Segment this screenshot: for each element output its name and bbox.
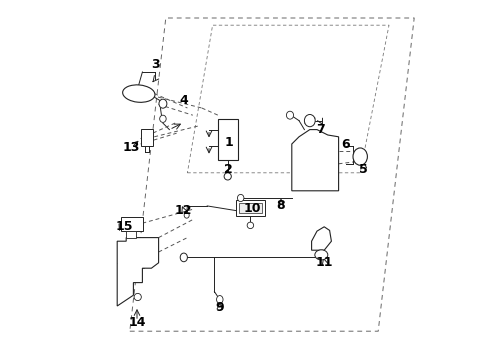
- Ellipse shape: [304, 114, 315, 127]
- Bar: [121, 217, 143, 231]
- Bar: [126, 231, 136, 238]
- Bar: [141, 129, 153, 146]
- Text: 2: 2: [224, 163, 233, 176]
- Text: 5: 5: [360, 163, 368, 176]
- Ellipse shape: [286, 111, 294, 119]
- Text: 9: 9: [216, 301, 224, 314]
- Bar: [239, 203, 262, 213]
- Text: 3: 3: [151, 58, 159, 71]
- Ellipse shape: [160, 115, 166, 122]
- Ellipse shape: [159, 99, 167, 108]
- Ellipse shape: [238, 194, 244, 202]
- Ellipse shape: [184, 212, 189, 218]
- Text: 14: 14: [128, 316, 146, 329]
- Bar: [236, 200, 265, 216]
- Polygon shape: [292, 130, 339, 191]
- Polygon shape: [117, 238, 159, 306]
- Ellipse shape: [315, 250, 328, 260]
- Text: 10: 10: [244, 202, 261, 215]
- Ellipse shape: [134, 293, 141, 301]
- Text: 6: 6: [342, 138, 350, 150]
- Text: 15: 15: [116, 220, 133, 233]
- Text: 1: 1: [224, 136, 233, 149]
- Ellipse shape: [247, 222, 254, 229]
- Ellipse shape: [224, 173, 231, 180]
- Text: 8: 8: [277, 199, 285, 212]
- Text: 12: 12: [175, 204, 193, 217]
- Text: 7: 7: [316, 123, 325, 136]
- Text: 13: 13: [123, 141, 140, 154]
- Polygon shape: [312, 227, 331, 250]
- Ellipse shape: [122, 85, 155, 102]
- Ellipse shape: [217, 296, 223, 303]
- Ellipse shape: [180, 253, 187, 262]
- Ellipse shape: [353, 148, 368, 165]
- Text: 11: 11: [316, 256, 333, 269]
- Text: 4: 4: [179, 94, 188, 107]
- Bar: [218, 119, 238, 160]
